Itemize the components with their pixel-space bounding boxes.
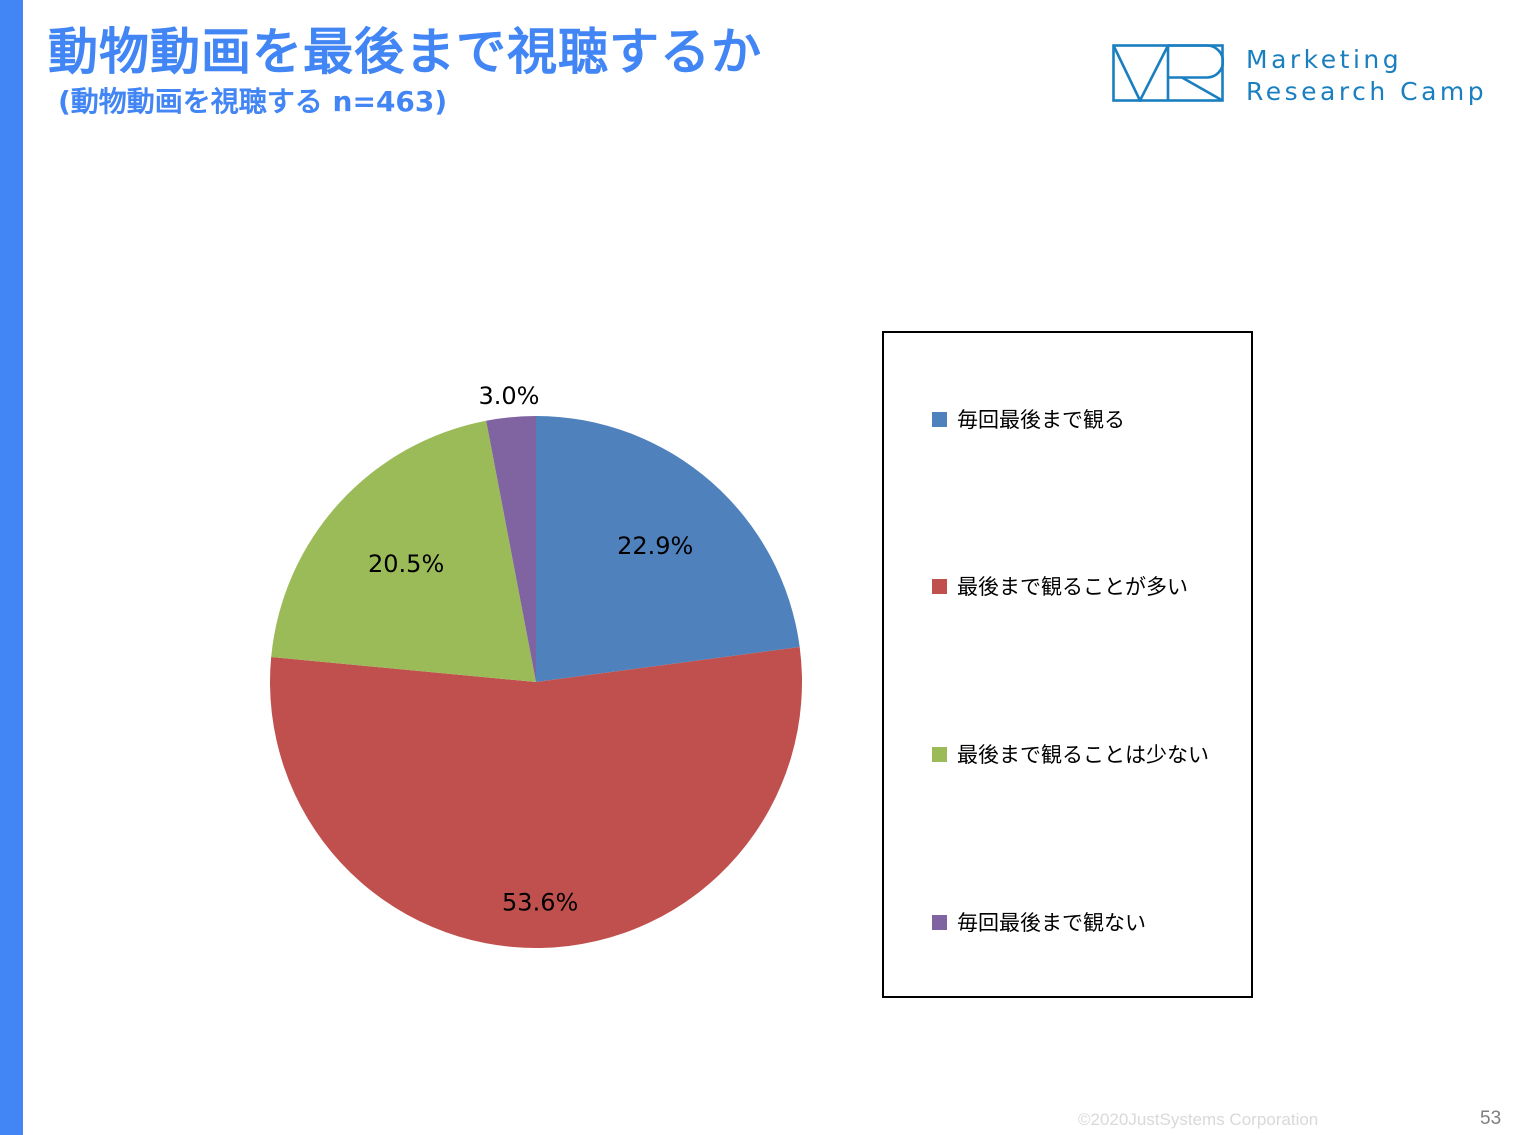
legend-item: 毎回最後まで観る	[932, 404, 1125, 434]
legend-item: 最後まで観ることは少ない	[932, 739, 1209, 769]
legend-swatch	[932, 914, 947, 930]
pie-data-label: 22.9%	[617, 532, 693, 560]
pie-data-label: 53.6%	[502, 889, 578, 917]
pie-slice	[270, 647, 803, 948]
legend-label: 最後まで観ることは少ない	[957, 743, 1209, 767]
pie-data-label: 20.5%	[368, 550, 444, 578]
page-title: 動物動画を最後まで視聴するか	[48, 23, 762, 81]
pie-slice	[486, 416, 536, 682]
legend-label: 毎回最後まで観ない	[957, 911, 1146, 935]
chart-legend: 毎回最後まで観る最後まで観ることが多い 最後まで観ることは少ない 毎回最後まで観ない	[882, 331, 1253, 998]
legend-label: 毎回最後まで観る	[957, 408, 1125, 432]
legend-swatch	[932, 578, 947, 594]
page-number: 53	[1480, 1108, 1502, 1129]
legend-item: 最後まで観ることが多い	[932, 571, 1188, 601]
legend-label: 最後まで観ることが多い	[957, 575, 1188, 599]
pie-data-label: 3.0%	[478, 382, 539, 410]
logo-text: Marketing Research Camp	[1246, 44, 1487, 108]
pie-slice	[536, 416, 800, 682]
legend-swatch	[932, 411, 947, 427]
copyright: ©2020JustSystems Corporation	[1078, 1110, 1319, 1129]
page-subtitle: (動物動画を視聴する n=463)	[58, 85, 448, 118]
logo-mark-icon	[1112, 44, 1224, 102]
pie-slice	[271, 420, 536, 682]
accent-bar	[0, 0, 23, 1135]
logo-text-line1: Marketing	[1246, 45, 1403, 74]
logo: Marketing Research Camp	[1112, 44, 1512, 106]
legend-swatch	[932, 746, 947, 762]
legend-item: 毎回最後まで観ない	[932, 907, 1146, 937]
logo-text-line2: Research Camp	[1246, 77, 1488, 106]
